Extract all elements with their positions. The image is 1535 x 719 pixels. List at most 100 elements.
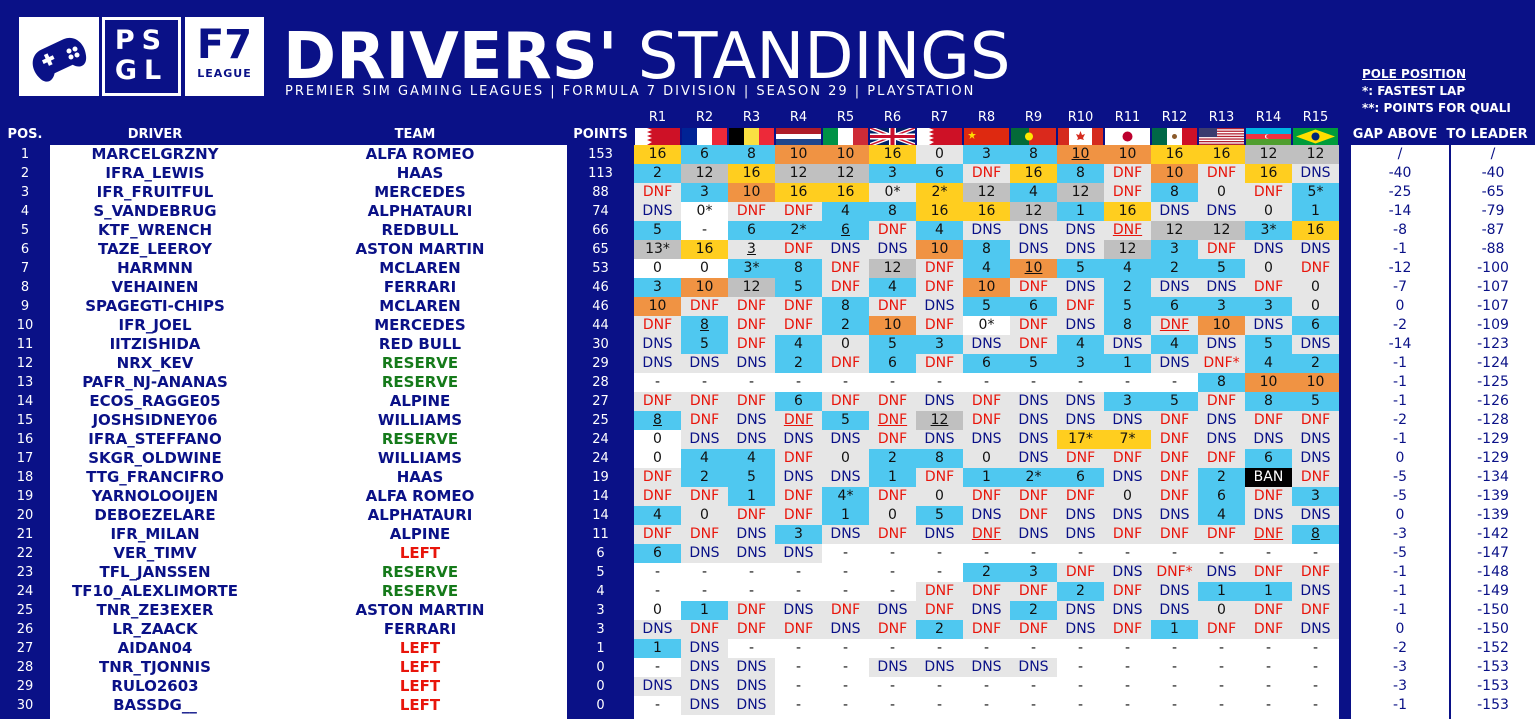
race-result: 2 [775,354,822,373]
race-result: 2 [1198,468,1245,487]
race-result: 5 [681,335,728,354]
gap-to-leader: -152 [1477,640,1509,656]
race-result: 16 [1104,202,1151,221]
race-result: DNF [728,392,775,411]
race-label: R5 [836,110,855,125]
table-row: 24 TF10_ALEXLIMORTE RESERVE 4- - - - - - DNF DNF DN… [0,582,1535,601]
gap-above: -1 [1393,564,1407,580]
race-result: DNF [869,487,916,506]
driver-name: IFRA_LEWIS [105,164,205,182]
race-result: DNS [681,677,728,696]
race-result: 4 [822,202,869,221]
race-result: DNF [1198,620,1245,639]
race-label: R6 [883,110,902,125]
gap-above: -2 [1393,640,1407,656]
race-result: 2 [1151,259,1198,278]
race-result: 2* [916,183,963,202]
driver-name: SPAGEGTI-CHIPS [85,297,225,315]
race-result: 0* [963,316,1010,335]
race-result: 3 [1010,563,1057,582]
gamepad-logo-icon [19,17,99,96]
gap-to-leader: -124 [1477,355,1509,371]
race-result: - [963,373,1010,392]
points: 3 [596,603,605,618]
race-result: DNS [822,620,869,639]
race-result: DNS [1057,316,1104,335]
table-row: 2 IFRA_LEWIS HAAS 113 2 12 16 12 12 3 6 DNF 16 8 DNF 10… [0,164,1535,183]
race-result: DNS [728,677,775,696]
race-result: DNS [1010,240,1057,259]
gap-above: -7 [1393,279,1407,295]
gap-to-leader: -109 [1477,317,1509,333]
race-result: 1 [1057,202,1104,221]
race-result: DNF [1057,297,1104,316]
race-result: DNS [822,468,869,487]
race-result: - [1151,696,1198,715]
race-result: 4 [1245,354,1292,373]
race-result: - [1010,639,1057,658]
race-result: DNF* [1151,563,1198,582]
race-result: 16 [916,202,963,221]
race-result: - [869,544,916,563]
race-result: 8 [1198,373,1245,392]
team-name: ALPINE [389,392,451,410]
race-result: DNS [728,354,775,373]
table-row: 25 TNR_ZE3EXER ASTON MARTIN 3 0 1 DNF DNS DNF DNS… [0,601,1535,620]
race-result: DNF [1104,221,1151,240]
race-result: 8 [963,240,1010,259]
points: 0 [596,698,605,713]
race-result: 0 [681,259,728,278]
race-result: DNS [681,430,728,449]
race-result: - [775,582,822,601]
position: 28 [16,660,34,675]
race-result: DNF [775,449,822,468]
race-result: DNF [1198,240,1245,259]
gap-above: -14 [1388,203,1412,219]
race-result: DNF [775,297,822,316]
bahrain-flag-icon [635,128,680,145]
table-row: 29 RULO2603 LEFT 0 DNS DNS DNS - - - - - - - - - - - - -3 -1… [0,677,1535,696]
race-result: DNF [1151,449,1198,468]
gap-to-leader: -153 [1477,659,1509,675]
gap-to-leader: -129 [1477,431,1509,447]
points: 46 [592,299,609,314]
race-result: DNS [1151,601,1198,620]
points: 74 [592,204,609,219]
race-result: DNF [1010,487,1057,506]
points: 4 [596,584,605,599]
gap-to-leader: -65 [1481,184,1505,200]
race-result: - [1245,639,1292,658]
gap-above: -1 [1393,602,1407,618]
race-result: DNS [1198,335,1245,354]
race-result: 5 [775,278,822,297]
gap-to-leader: -88 [1481,241,1505,257]
gap-to-leader: -134 [1477,469,1509,485]
race-result: DNF [916,259,963,278]
race-result: DNS [728,696,775,715]
to-leader-panel [1451,145,1535,719]
race-result: DNS [1151,582,1198,601]
race-result: - [869,373,916,392]
race-result: - [1104,677,1151,696]
driver-name: NRX_KEV [116,354,194,372]
race-result: DNF [869,620,916,639]
team-name: LEFT [399,677,441,695]
position: 21 [16,527,34,542]
table-row: 4 S_VANDEBRUG ALPHATAURI 74 DNS 0* DNF DNF 4 8 16 1… [0,202,1535,221]
race-result: DNF [1245,601,1292,620]
race-result: 8 [1292,525,1339,544]
race-result: DNF [963,164,1010,183]
race-result: - [1057,639,1104,658]
race-result: DNF [869,297,916,316]
race-result: 8 [1010,145,1057,164]
race-result: DNF [728,620,775,639]
race-result: DNF [916,316,963,335]
race-result: DNF [1151,411,1198,430]
race-result: - [634,582,681,601]
race-result: 16 [963,202,1010,221]
race-result: 3* [728,259,775,278]
race-result: DNS [728,658,775,677]
race-result: 8 [916,449,963,468]
race-result: DNF [1245,411,1292,430]
uk-flag-icon [870,128,915,145]
